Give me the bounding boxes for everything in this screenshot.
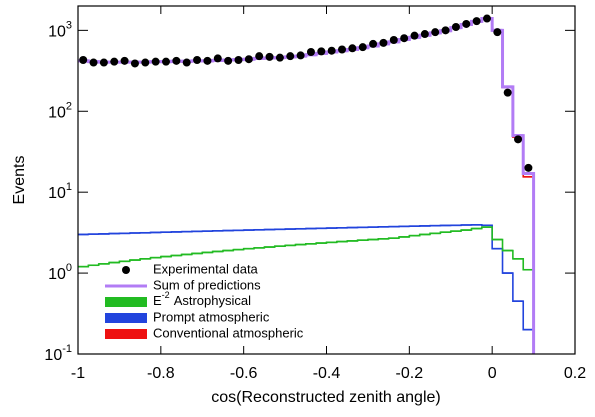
y-tick-label: 10-1 <box>44 343 72 364</box>
legend-label: E-2 Astrophysical <box>153 290 251 308</box>
y-tick-base: 10 <box>48 24 66 41</box>
x-axis-label: cos(Reconstructed zenith angle) <box>211 389 440 406</box>
data-point <box>400 34 409 43</box>
data-point <box>462 19 471 28</box>
data-point <box>389 36 398 45</box>
x-tick-label: 0 <box>488 365 497 382</box>
plot-frame <box>77 5 576 355</box>
y-tick-exponent: 0 <box>66 262 72 274</box>
data-point <box>514 135 523 144</box>
data-point <box>296 51 305 60</box>
series-3 <box>78 224 535 354</box>
data-point <box>234 56 243 65</box>
x-tick-label: -0.6 <box>230 365 258 382</box>
data-point <box>524 163 533 172</box>
data-point <box>141 58 150 67</box>
data-point <box>265 52 274 61</box>
data-point <box>79 56 88 65</box>
data-point <box>110 57 119 66</box>
data-point <box>213 54 222 63</box>
legend-marker <box>105 313 147 323</box>
y-tick-exponent: 1 <box>66 181 72 193</box>
data-point <box>358 43 367 52</box>
data-point <box>472 17 481 26</box>
data-point <box>130 59 139 68</box>
legend-marker <box>105 329 147 339</box>
data-point <box>493 28 502 37</box>
data-point <box>244 55 253 64</box>
x-tick-label: -1 <box>71 365 85 382</box>
legend-label: Sum of predictions <box>153 277 261 292</box>
legend-label: Experimental data <box>153 261 259 276</box>
y-tick-base: 10 <box>48 266 66 283</box>
x-tick-label: -0.2 <box>396 365 424 382</box>
y-tick-exponent: 3 <box>66 19 72 31</box>
legend-marker <box>122 266 130 274</box>
legend-label: Prompt atmospheric <box>153 309 270 324</box>
data-point <box>410 31 419 40</box>
data-point <box>286 52 295 61</box>
data-point <box>431 28 440 37</box>
data-point <box>255 52 264 61</box>
data-point <box>327 46 336 55</box>
x-tick-label: -0.8 <box>147 365 175 382</box>
data-point <box>120 56 129 65</box>
y-tick-base: 10 <box>48 104 66 121</box>
data-point <box>275 53 284 62</box>
legend-prefix: E <box>153 293 162 308</box>
data-point <box>451 23 460 32</box>
y-tick-exponent: -1 <box>62 343 72 355</box>
y-axis-label: Events <box>11 156 28 205</box>
data-point <box>224 56 233 65</box>
y-tick-base: 10 <box>48 185 66 202</box>
data-point <box>151 57 160 66</box>
data-point <box>482 14 491 23</box>
y-tick-exponent: 2 <box>66 100 72 112</box>
legend-marker <box>105 297 147 307</box>
y-tick-base: 10 <box>44 347 62 364</box>
data-point <box>379 38 388 47</box>
data-point <box>369 39 378 48</box>
y-tick-label: 103 <box>48 19 72 40</box>
y-tick-label: 102 <box>48 100 72 121</box>
series-2 <box>78 226 535 354</box>
data-point <box>162 57 171 66</box>
y-tick-label: 100 <box>48 262 72 283</box>
data-point <box>503 88 512 97</box>
data-point <box>89 58 98 67</box>
legend-name: Astrophysical <box>174 293 251 308</box>
data-point <box>193 56 202 65</box>
data-point <box>348 44 357 53</box>
data-point <box>317 47 326 56</box>
data-point <box>172 56 181 65</box>
x-tick-label: -0.4 <box>313 365 341 382</box>
y-tick-label: 101 <box>48 181 72 202</box>
data-point <box>338 45 347 54</box>
legend-label: Conventional atmospheric <box>153 325 304 340</box>
data-point <box>420 30 429 39</box>
data-point <box>182 58 191 67</box>
legend-exponent: -2 <box>162 290 170 300</box>
data-point <box>441 26 450 35</box>
data-point <box>203 56 212 65</box>
data-point <box>99 58 108 67</box>
data-point <box>306 48 315 57</box>
x-tick-label: 0.2 <box>564 365 586 382</box>
